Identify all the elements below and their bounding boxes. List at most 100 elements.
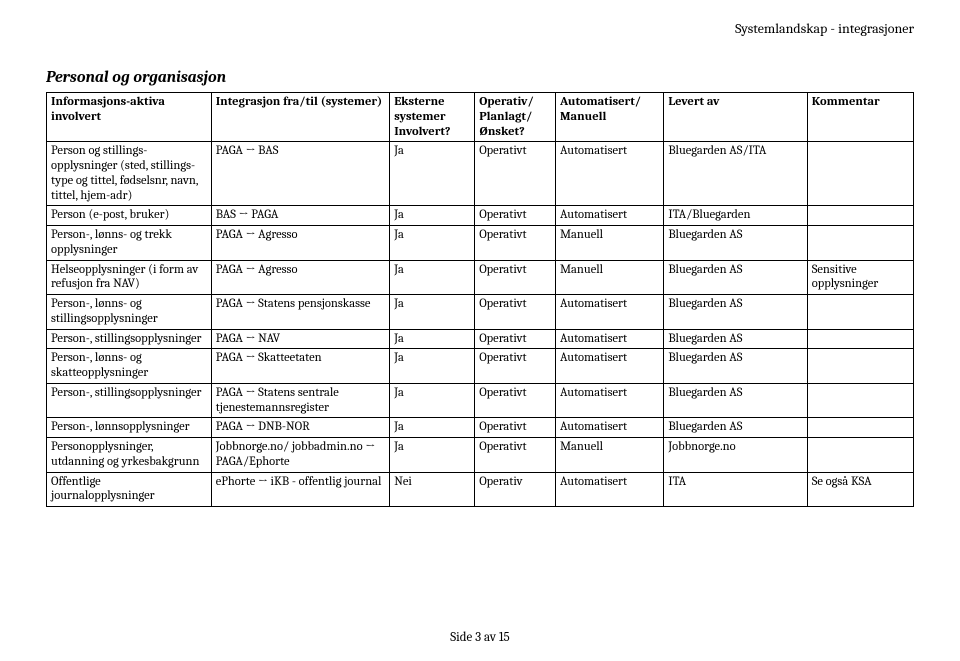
cell-eksterne: Nei [390, 472, 475, 507]
cell-eksterne: Ja [390, 260, 475, 295]
th-levert-av: Levert av [664, 93, 807, 142]
cell-info-aktiva: Person-, lønnsopplysninger [47, 418, 212, 438]
cell-info-aktiva: Person-, stillingsopplysninger [47, 329, 212, 349]
cell-eksterne: Ja [390, 418, 475, 438]
cell-operativ: Operativt [475, 295, 556, 330]
cell-eksterne: Ja [390, 226, 475, 261]
cell-operativ: Operativt [475, 260, 556, 295]
cell-info-aktiva: Person (e-post, bruker) [47, 206, 212, 226]
cell-integrasjon: ePhorte → iKB - offentlig journal [211, 472, 390, 507]
cell-operativ: Operativt [475, 329, 556, 349]
cell-levert-av: Jobbnorge.no [664, 438, 807, 473]
cell-automatisert: Automatisert [555, 383, 663, 418]
cell-automatisert: Automatisert [555, 472, 663, 507]
cell-levert-av: Bluegarden AS [664, 329, 807, 349]
cell-kommentar [807, 438, 913, 473]
cell-info-aktiva: Offentlige journalopplysninger [47, 472, 212, 507]
cell-info-aktiva: Helseopplysninger (i form av refusjon fr… [47, 260, 212, 295]
cell-automatisert: Manuell [555, 260, 663, 295]
document-page: Systemlandskap - integrasjoner Personal … [0, 0, 960, 661]
doc-header-title: Systemlandskap - integrasjoner [735, 20, 914, 37]
cell-integrasjon: PAGA → Statens sentrale tjenestemannsreg… [211, 383, 390, 418]
table-row: Person-, lønnsopplysninger PAGA → DNB-NO… [47, 418, 914, 438]
cell-kommentar [807, 383, 913, 418]
cell-eksterne: Ja [390, 438, 475, 473]
cell-levert-av: Bluegarden AS [664, 260, 807, 295]
table-row: Person (e-post, bruker) BAS → PAGA Ja Op… [47, 206, 914, 226]
cell-kommentar [807, 418, 913, 438]
table-row: Personopplysninger, utdanning og yrkesba… [47, 438, 914, 473]
table-row: Helseopplysninger (i form av refusjon fr… [47, 260, 914, 295]
cell-eksterne: Ja [390, 383, 475, 418]
table-row: Person-, lønns- og skatteopplysninger PA… [47, 349, 914, 384]
cell-integrasjon: PAGA → Agresso [211, 260, 390, 295]
th-kommentar: Kommentar [807, 93, 913, 142]
cell-operativ: Operativt [475, 438, 556, 473]
cell-eksterne: Ja [390, 295, 475, 330]
th-eksterne: Eksterne systemer Involvert? [390, 93, 475, 142]
table-row: Person og stillings-opplysninger (sted, … [47, 142, 914, 206]
cell-operativ: Operativt [475, 206, 556, 226]
cell-operativ: Operativt [475, 226, 556, 261]
cell-levert-av: ITA/Bluegarden [664, 206, 807, 226]
cell-levert-av: Bluegarden AS [664, 295, 807, 330]
cell-integrasjon: PAGA → BAS [211, 142, 390, 206]
cell-eksterne: Ja [390, 206, 475, 226]
th-info-aktiva: Informasjons-aktiva involvert [47, 93, 212, 142]
cell-integrasjon: PAGA → Statens pensjonskasse [211, 295, 390, 330]
cell-operativ: Operativt [475, 383, 556, 418]
page-footer: Side 3 av 15 [0, 630, 960, 645]
cell-eksterne: Ja [390, 142, 475, 206]
cell-levert-av: Bluegarden AS [664, 226, 807, 261]
cell-automatisert: Manuell [555, 226, 663, 261]
cell-info-aktiva: Person-, lønns- og trekk opplysninger [47, 226, 212, 261]
cell-automatisert: Automatisert [555, 329, 663, 349]
th-operativ: Operativ/ Planlagt/ Ønsket? [475, 93, 556, 142]
cell-info-aktiva: Person og stillings-opplysninger (sted, … [47, 142, 212, 206]
table-row: Person-, lønns- og stillingsopplysninger… [47, 295, 914, 330]
cell-info-aktiva: Person-, lønns- og stillingsopplysninger [47, 295, 212, 330]
table-row: Person-, lønns- og trekk opplysninger PA… [47, 226, 914, 261]
cell-integrasjon: PAGA → Skatteetaten [211, 349, 390, 384]
cell-automatisert: Automatisert [555, 206, 663, 226]
cell-kommentar [807, 142, 913, 206]
cell-integrasjon: BAS → PAGA [211, 206, 390, 226]
cell-automatisert: Manuell [555, 438, 663, 473]
th-integrasjon: Integrasjon fra/til (systemer) [211, 93, 390, 142]
cell-automatisert: Automatisert [555, 418, 663, 438]
cell-kommentar: Se også KSA [807, 472, 913, 507]
cell-operativ: Operativ [475, 472, 556, 507]
integration-table: Informasjons-aktiva involvert Integrasjo… [46, 92, 914, 507]
cell-eksterne: Ja [390, 349, 475, 384]
cell-kommentar [807, 349, 913, 384]
cell-kommentar [807, 329, 913, 349]
cell-integrasjon: PAGA → NAV [211, 329, 390, 349]
cell-operativ: Operativt [475, 142, 556, 206]
cell-levert-av: Bluegarden AS/ITA [664, 142, 807, 206]
section-title: Personal og organisasjon [46, 68, 914, 86]
cell-integrasjon: Jobbnorge.no/ jobbadmin.no → PAGA/Ephort… [211, 438, 390, 473]
table-row: Offentlige journalopplysninger ePhorte →… [47, 472, 914, 507]
cell-integrasjon: PAGA → Agresso [211, 226, 390, 261]
cell-levert-av: Bluegarden AS [664, 349, 807, 384]
cell-automatisert: Automatisert [555, 295, 663, 330]
cell-kommentar: Sensitive opplysninger [807, 260, 913, 295]
table-row: Person-, stillingsopplysninger PAGA → St… [47, 383, 914, 418]
cell-info-aktiva: Person-, stillingsopplysninger [47, 383, 212, 418]
table-body: Person og stillings-opplysninger (sted, … [47, 142, 914, 507]
cell-levert-av: Bluegarden AS [664, 418, 807, 438]
cell-levert-av: ITA [664, 472, 807, 507]
cell-automatisert: Automatisert [555, 142, 663, 206]
cell-kommentar [807, 206, 913, 226]
cell-eksterne: Ja [390, 329, 475, 349]
cell-levert-av: Bluegarden AS [664, 383, 807, 418]
cell-operativ: Operativt [475, 349, 556, 384]
table-header-row: Informasjons-aktiva involvert Integrasjo… [47, 93, 914, 142]
cell-automatisert: Automatisert [555, 349, 663, 384]
cell-kommentar [807, 226, 913, 261]
table-row: Person-, stillingsopplysninger PAGA → NA… [47, 329, 914, 349]
cell-operativ: Operativt [475, 418, 556, 438]
th-automatisert: Automatisert/ Manuell [555, 93, 663, 142]
cell-integrasjon: PAGA → DNB-NOR [211, 418, 390, 438]
cell-kommentar [807, 295, 913, 330]
